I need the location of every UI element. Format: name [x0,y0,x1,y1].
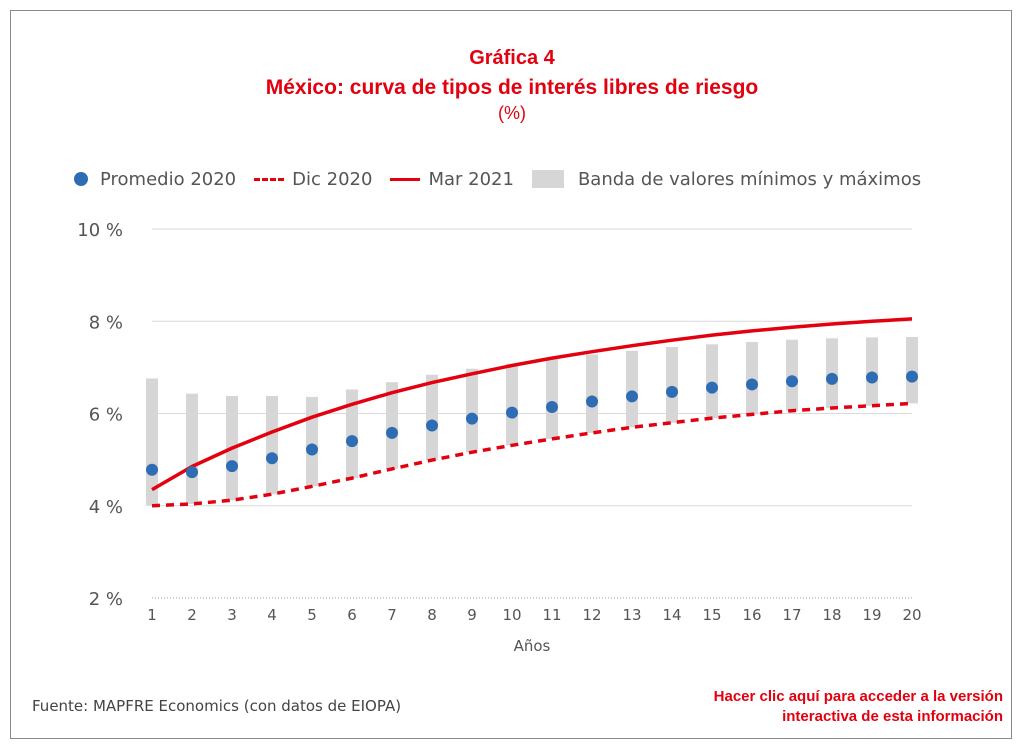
legend-label-dic: Dic 2020 [292,168,373,190]
point-promedio-2020 [426,419,438,432]
point-promedio-2020 [506,406,518,419]
legend-item-dic: Dic 2020 [254,169,372,190]
band-bar [546,359,558,439]
source-note: Fuente: MAPFRE Economics (con datos de E… [32,697,402,715]
x-tick-label: 3 [227,606,237,624]
legend-label-mar: Mar 2021 [428,168,514,190]
y-tick-label: 4 % [89,497,123,518]
legend-band-swatch [531,170,564,188]
legend-item-mar: Mar 2021 [390,169,514,190]
band-bar [266,395,278,495]
band-bar [706,344,718,419]
legend-line-swatch [390,177,421,181]
band-bar [626,350,638,428]
x-axis-label: Años [514,637,551,655]
band-bar [746,342,758,415]
link-line-1: Hacer clic aquí para acceder a la versió… [713,688,1003,705]
chart-frame [10,10,1012,739]
x-tick-label: 11 [542,606,561,624]
point-promedio-2020 [786,375,798,388]
x-tick-label: 6 [347,606,357,624]
band-bar [666,347,678,423]
link-line-2: interactiva de esta información [782,708,1003,725]
legend-dot-swatch [74,172,88,186]
band-bar [506,363,518,446]
y-tick-label: 2 % [89,589,123,610]
x-tick-label: 1 [147,606,157,624]
point-promedio-2020 [866,371,878,384]
chart-legend: Promedio 2020 Dic 2020 Mar 2021 Banda de… [74,166,939,192]
band-bar [346,389,358,479]
point-promedio-2020 [466,412,478,425]
point-promedio-2020 [626,390,638,403]
x-tick-label: 10 [502,606,521,624]
point-promedio-2020 [546,401,558,414]
point-promedio-2020 [706,381,718,394]
band-bar [426,374,438,461]
x-tick-label: 8 [427,606,437,624]
y-tick-label: 10 % [77,220,123,241]
y-tick-label: 6 % [89,405,123,426]
point-promedio-2020 [746,378,758,391]
point-promedio-2020 [146,463,158,476]
series-line-mar-2021 [151,317,913,492]
point-promedio-2020 [306,443,318,456]
legend-item-banda: Banda de valores mínimos y máximos [531,168,922,190]
legend-dashed-swatch [254,177,285,181]
band-bar [386,382,398,469]
band-bar [466,368,478,453]
point-promedio-2020 [666,385,678,398]
legend-item-promedio: Promedio 2020 [74,169,236,190]
x-tick-label: 18 [822,606,841,624]
chart-number: Gráfica 4 [469,47,555,69]
y-tick-label: 8 % [89,312,123,333]
band-bar [306,396,318,487]
chart-unit: (%) [498,103,526,123]
point-promedio-2020 [386,426,398,439]
x-tick-label: 5 [307,606,317,624]
x-tick-label: 4 [267,606,277,624]
band-bar [906,336,918,404]
interactive-version-link[interactable]: Hacer clic aquí para acceder a la versió… [714,687,1003,727]
band-bar [586,354,598,433]
band-bar [186,393,198,504]
chart-title: México: curva de tipos de interés libres… [265,76,759,99]
point-promedio-2020 [906,370,918,383]
x-tick-label: 14 [662,606,681,624]
point-promedio-2020 [346,435,358,448]
x-tick-label: 2 [187,606,197,624]
x-tick-label: 16 [742,606,761,624]
x-tick-label: 7 [387,606,397,624]
x-tick-label: 9 [467,606,477,624]
point-promedio-2020 [586,395,598,408]
legend-label-banda: Banda de valores mínimos y máximos [577,168,922,190]
point-promedio-2020 [266,452,278,465]
x-tick-label: 12 [582,606,601,624]
point-promedio-2020 [226,460,238,473]
point-promedio-2020 [186,466,198,479]
x-tick-label: 15 [702,606,721,624]
legend-label-promedio: Promedio 2020 [100,168,237,190]
x-tick-label: 19 [862,606,881,624]
x-tick-label: 17 [782,606,801,624]
x-tick-label: 20 [902,606,921,624]
point-promedio-2020 [826,372,838,385]
x-tick-label: 13 [622,606,641,624]
series-line-dic-2020 [151,401,913,508]
